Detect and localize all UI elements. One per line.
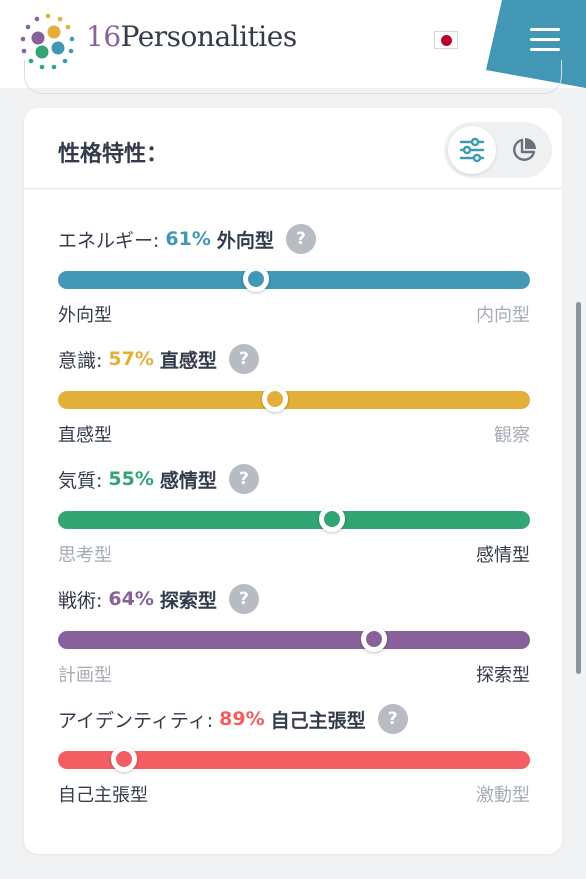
trait-row: 気質: 55% 感情型 ? 思考型 感情型: [58, 464, 530, 566]
trait-bar[interactable]: [58, 506, 530, 532]
trait-percent: 57%: [108, 348, 154, 370]
trait-row: 戦術: 64% 探索型 ? 計画型 探索型: [58, 584, 530, 686]
sliders-view-button[interactable]: [448, 126, 496, 174]
help-icon[interactable]: ?: [228, 344, 259, 374]
trait-right-pole: 内向型: [476, 305, 530, 326]
trait-type: 感情型: [159, 469, 217, 492]
trait-row: アイデンティティ: 89% 自己主張型 ? 自己主張型 激動型: [58, 704, 530, 806]
trait-slider-knob[interactable]: [361, 626, 388, 652]
trait-heading: 戦術: 64% 探索型 ?: [58, 584, 259, 614]
help-icon[interactable]: ?: [285, 224, 316, 254]
japan-flag-icon[interactable]: [434, 31, 458, 49]
trait-percent: 64%: [108, 588, 154, 610]
trait-label: エネルギー:: [58, 229, 160, 252]
trait-bar[interactable]: [58, 626, 530, 652]
trait-label: 気質:: [58, 469, 103, 492]
trait-left-pole: 自己主張型: [58, 785, 148, 806]
card-title: 性格特性：: [58, 142, 169, 167]
trait-slider-knob[interactable]: [111, 746, 138, 772]
trait-type: 外向型: [216, 229, 274, 252]
trait-bar[interactable]: [58, 746, 530, 772]
trait-label: 意識:: [58, 349, 103, 372]
trait-left-pole: 思考型: [58, 545, 112, 566]
scrollbar[interactable]: [576, 302, 581, 674]
trait-heading: 意識: 57% 直感型 ?: [58, 344, 259, 374]
trait-percent: 55%: [108, 468, 154, 490]
trait-label: アイデンティティ:: [58, 709, 214, 732]
trait-row: 意識: 57% 直感型 ? 直感型 観察: [58, 344, 530, 446]
card-divider: [24, 188, 562, 189]
trait-heading: アイデンティティ: 89% 自己主張型 ?: [58, 704, 408, 734]
hamburger-menu-icon[interactable]: [530, 28, 560, 52]
trait-right-pole: 激動型: [476, 785, 530, 806]
trait-bar[interactable]: [58, 386, 530, 412]
view-toggle: [444, 122, 552, 178]
trait-slider-knob[interactable]: [262, 386, 289, 412]
site-header: 16Personalities: [0, 0, 586, 88]
trait-left-pole: 直感型: [58, 425, 112, 446]
trait-left-pole: 計画型: [58, 665, 112, 686]
help-icon[interactable]: ?: [377, 704, 408, 734]
trait-right-pole: 感情型: [476, 545, 530, 566]
trait-right-pole: 観察: [494, 425, 530, 446]
trait-percent: 61%: [165, 228, 211, 250]
help-icon[interactable]: ?: [228, 464, 259, 494]
traits-card: 性格特性： エネルギー: 61% 外向型 ?: [24, 108, 562, 854]
trait-type: 自己主張型: [270, 709, 366, 732]
trait-label: 戦術:: [58, 589, 103, 612]
brand-number: 16: [86, 20, 121, 53]
trait-slider-knob[interactable]: [318, 506, 345, 532]
trait-right-pole: 探索型: [476, 665, 530, 686]
trait-type: 直感型: [159, 349, 217, 372]
pie-chart-icon: [513, 138, 536, 161]
help-icon[interactable]: ?: [228, 584, 259, 614]
previous-card-edge: [24, 60, 562, 94]
trait-row: エネルギー: 61% 外向型 ? 外向型 内向型: [58, 224, 530, 326]
trait-bar[interactable]: [58, 266, 530, 292]
brand-word: Personalities: [120, 20, 298, 53]
trait-percent: 89%: [219, 708, 265, 730]
trait-heading: 気質: 55% 感情型 ?: [58, 464, 259, 494]
sliders-icon: [459, 137, 485, 163]
trait-left-pole: 外向型: [58, 305, 112, 326]
brand-name[interactable]: 16Personalities: [86, 20, 297, 53]
trait-type: 探索型: [159, 589, 217, 612]
chart-view-button[interactable]: [500, 126, 548, 174]
trait-heading: エネルギー: 61% 外向型 ?: [58, 224, 316, 254]
trait-slider-knob[interactable]: [243, 266, 270, 292]
